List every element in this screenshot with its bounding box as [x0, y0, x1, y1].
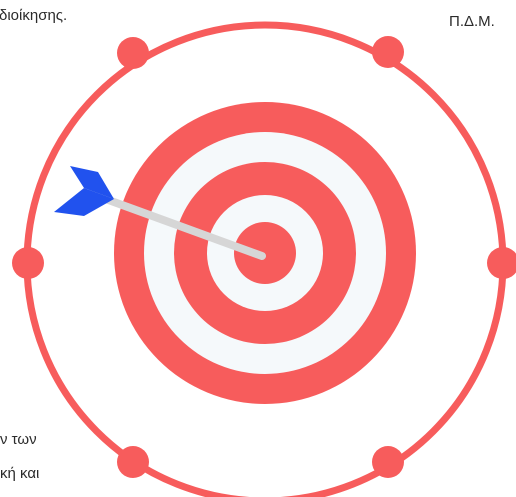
dart-arrow-icon — [54, 166, 266, 260]
text-fragment-bottom-line-2: κή και — [0, 465, 40, 482]
arrow-fletching-lower — [54, 188, 114, 216]
bullseye-center — [234, 222, 296, 284]
ring-node-bottom-right — [372, 446, 404, 478]
text-fragment-bottom-line-1: ν των — [0, 431, 37, 448]
ring-node-bottom-left — [117, 446, 149, 478]
text-fragment-top-left: διοίκησης. — [0, 7, 68, 24]
arrow-fletching-upper — [70, 166, 114, 199]
bullseye-target-icon — [114, 102, 416, 404]
text-fragment-top-right: Π.Δ.Μ. — [449, 13, 495, 30]
ring-node-top-left — [117, 37, 149, 69]
ring-node-right — [487, 247, 516, 279]
ring-node-left — [12, 247, 44, 279]
ring-node-top-right — [372, 36, 404, 68]
arrow-shaft — [88, 190, 266, 260]
